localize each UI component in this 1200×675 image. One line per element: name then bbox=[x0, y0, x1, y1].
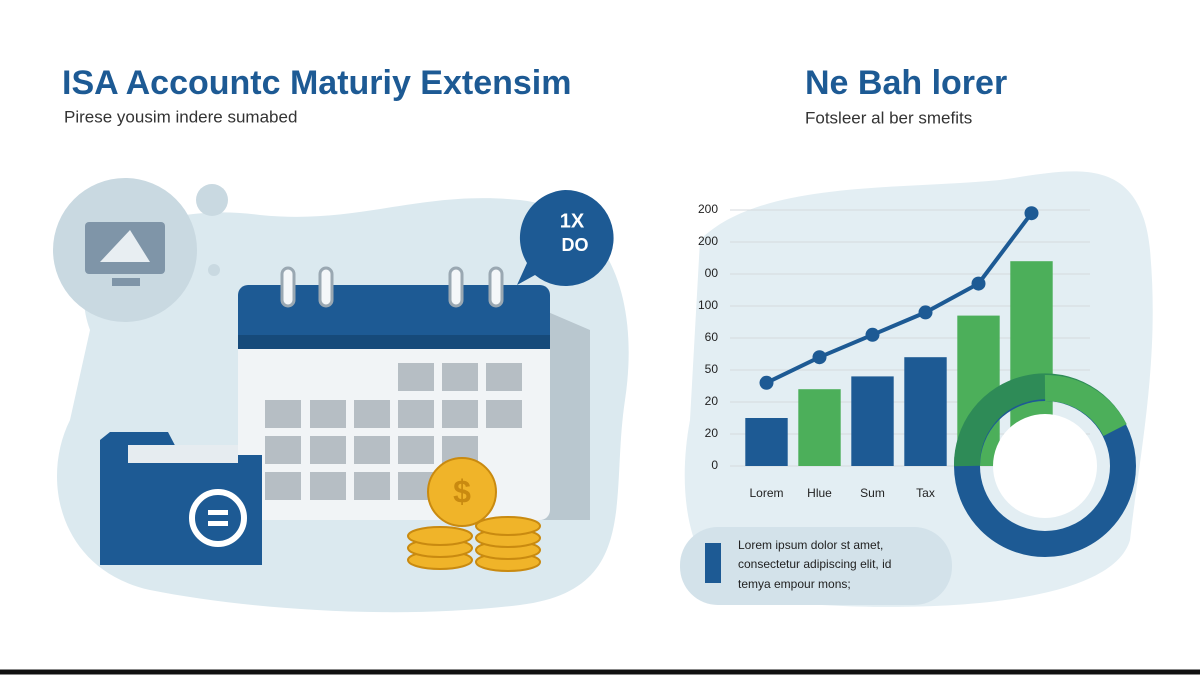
folder-paper bbox=[128, 445, 238, 463]
badge-text: DO bbox=[562, 235, 589, 255]
folder-icon bbox=[189, 489, 247, 547]
trend-line bbox=[765, 211, 1034, 385]
title: Ne Bah lorer bbox=[805, 64, 1007, 102]
calendar-rings bbox=[280, 266, 504, 308]
dot bbox=[208, 264, 220, 276]
calendar-band bbox=[238, 335, 550, 349]
coin-symbol: $ bbox=[453, 473, 471, 509]
title: ISA Accountc Maturiy Extensim bbox=[62, 64, 572, 102]
trend-point bbox=[865, 327, 880, 342]
badge bbox=[517, 189, 614, 286]
caption-line: Lorem ipsum dolor st amet, bbox=[738, 538, 883, 552]
bar bbox=[851, 376, 894, 466]
y-tick-label: 60 bbox=[705, 330, 719, 344]
subtitle: Fotsleer al ber smefits bbox=[805, 108, 972, 127]
coins bbox=[407, 457, 541, 572]
dot bbox=[196, 184, 228, 216]
x-tick-label: Sum bbox=[860, 486, 885, 500]
trend-point bbox=[759, 375, 774, 390]
bar bbox=[904, 357, 947, 466]
x-tick-label: Tax bbox=[916, 486, 935, 500]
y-tick-label: 200 bbox=[698, 202, 718, 216]
y-tick-label: 50 bbox=[705, 362, 719, 376]
trend-point bbox=[1024, 206, 1039, 221]
folder bbox=[100, 432, 262, 565]
bar bbox=[745, 418, 788, 466]
folder-icon bbox=[208, 510, 228, 515]
subtitle: Pirese yousim indere sumabed bbox=[64, 107, 297, 126]
caption-line: consectetur adipiscing elit, id bbox=[738, 557, 891, 571]
x-tick-label: Hlue bbox=[807, 486, 832, 500]
trend-point bbox=[971, 276, 986, 291]
y-tick-label: 00 bbox=[705, 266, 719, 280]
trend-point bbox=[812, 350, 827, 365]
caption-bar bbox=[705, 543, 721, 583]
bar bbox=[798, 389, 841, 466]
y-tick-label: 100 bbox=[698, 298, 718, 312]
monitor-stand bbox=[112, 278, 140, 286]
calendar-header bbox=[238, 285, 550, 347]
y-tick-label: 20 bbox=[705, 426, 719, 440]
folder-icon bbox=[208, 521, 228, 526]
calendar-cells bbox=[265, 363, 522, 500]
badge-text: 1X bbox=[560, 210, 585, 232]
y-tick-label: 20 bbox=[705, 394, 719, 408]
y-tick-label: 200 bbox=[698, 234, 718, 248]
x-tick-label: Lorem bbox=[749, 486, 783, 500]
caption-box bbox=[680, 527, 952, 605]
caption-line: temya empour mons; bbox=[738, 577, 851, 591]
donut bbox=[953, 373, 1136, 557]
y-tick-label: 0 bbox=[711, 458, 718, 472]
trend-point bbox=[918, 305, 933, 320]
monitor-glyph bbox=[100, 230, 150, 262]
